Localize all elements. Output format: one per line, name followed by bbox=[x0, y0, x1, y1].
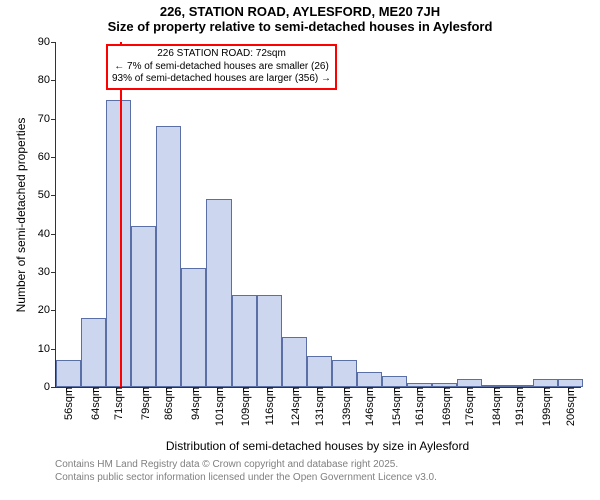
histogram-bar bbox=[181, 268, 206, 387]
y-tick-label: 20 bbox=[38, 304, 56, 316]
x-tick-label: 94sqm bbox=[184, 387, 202, 420]
x-tick-label: 176sqm bbox=[458, 387, 476, 426]
histogram-bar bbox=[56, 360, 81, 387]
credits-text: Contains HM Land Registry data © Crown c… bbox=[55, 459, 437, 484]
annotation-line: ← 7% of semi-detached houses are smaller… bbox=[112, 61, 331, 74]
annotation-box: 226 STATION ROAD: 72sqm← 7% of semi-deta… bbox=[106, 44, 337, 90]
histogram-bar bbox=[382, 376, 407, 388]
x-tick-label: 184sqm bbox=[485, 387, 503, 426]
x-tick-label: 124sqm bbox=[284, 387, 302, 426]
histogram-bar bbox=[206, 199, 231, 387]
x-tick-label: 109sqm bbox=[234, 387, 252, 426]
histogram-bar bbox=[457, 379, 482, 387]
y-tick-label: 10 bbox=[38, 343, 56, 355]
y-tick-label: 50 bbox=[38, 189, 56, 201]
annotation-line: 226 STATION ROAD: 72sqm bbox=[112, 48, 331, 61]
histogram-chart: 226, STATION ROAD, AYLESFORD, ME20 7JH S… bbox=[0, 0, 600, 500]
x-tick-label: 86sqm bbox=[157, 387, 175, 420]
x-tick-label: 154sqm bbox=[385, 387, 403, 426]
y-axis-label: Number of semi-detached properties bbox=[14, 117, 28, 312]
histogram-bar bbox=[507, 385, 532, 387]
reference-line bbox=[120, 42, 122, 387]
x-tick-label: 56sqm bbox=[57, 387, 75, 420]
x-tick-label: 79sqm bbox=[134, 387, 152, 420]
histogram-bar bbox=[533, 379, 558, 387]
histogram-bar bbox=[257, 295, 282, 387]
x-tick-label: 71sqm bbox=[107, 387, 125, 420]
histogram-bar bbox=[156, 126, 181, 387]
x-tick-label: 101sqm bbox=[208, 387, 226, 426]
x-tick-label: 199sqm bbox=[535, 387, 553, 426]
y-tick-label: 80 bbox=[38, 74, 56, 86]
x-tick-label: 206sqm bbox=[559, 387, 577, 426]
histogram-bar bbox=[282, 337, 307, 387]
histogram-bar bbox=[407, 383, 432, 387]
x-axis-label: Distribution of semi-detached houses by … bbox=[55, 439, 580, 453]
y-tick-label: 40 bbox=[38, 228, 56, 240]
histogram-bar bbox=[558, 379, 583, 387]
y-tick-label: 0 bbox=[44, 381, 56, 393]
x-tick-label: 139sqm bbox=[335, 387, 353, 426]
chart-title-main: 226, STATION ROAD, AYLESFORD, ME20 7JH bbox=[0, 0, 600, 19]
annotation-line: 93% of semi-detached houses are larger (… bbox=[112, 73, 331, 86]
histogram-bar bbox=[432, 383, 457, 387]
x-tick-label: 191sqm bbox=[508, 387, 526, 426]
histogram-bar bbox=[332, 360, 357, 387]
chart-title-sub: Size of property relative to semi-detach… bbox=[0, 19, 600, 34]
y-tick-label: 70 bbox=[38, 113, 56, 125]
x-tick-label: 169sqm bbox=[435, 387, 453, 426]
x-tick-label: 161sqm bbox=[408, 387, 426, 426]
plot-area: 010203040506070809056sqm64sqm71sqm79sqm8… bbox=[55, 42, 581, 388]
x-tick-label: 131sqm bbox=[308, 387, 326, 426]
x-tick-label: 146sqm bbox=[358, 387, 376, 426]
y-tick-label: 30 bbox=[38, 266, 56, 278]
credits-line: Contains public sector information licen… bbox=[55, 472, 437, 485]
histogram-bar bbox=[357, 372, 382, 387]
y-tick-label: 90 bbox=[38, 36, 56, 48]
histogram-bar bbox=[307, 356, 332, 387]
x-tick-label: 116sqm bbox=[258, 387, 276, 425]
histogram-bar bbox=[81, 318, 106, 387]
histogram-bar bbox=[232, 295, 257, 387]
histogram-bar bbox=[131, 226, 156, 387]
credits-line: Contains HM Land Registry data © Crown c… bbox=[55, 459, 437, 472]
histogram-bar bbox=[482, 385, 507, 387]
x-tick-label: 64sqm bbox=[84, 387, 102, 420]
y-tick-label: 60 bbox=[38, 151, 56, 163]
